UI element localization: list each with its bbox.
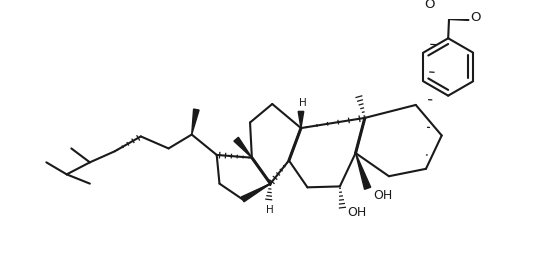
Text: H: H <box>299 98 307 108</box>
Text: H: H <box>266 205 273 215</box>
Text: OH: OH <box>347 206 366 219</box>
Polygon shape <box>234 137 252 158</box>
Text: OH: OH <box>374 189 393 202</box>
Polygon shape <box>192 109 199 135</box>
Text: O: O <box>471 11 481 24</box>
Polygon shape <box>298 112 304 128</box>
Text: O: O <box>424 0 435 10</box>
Polygon shape <box>241 184 271 202</box>
Polygon shape <box>355 153 371 189</box>
